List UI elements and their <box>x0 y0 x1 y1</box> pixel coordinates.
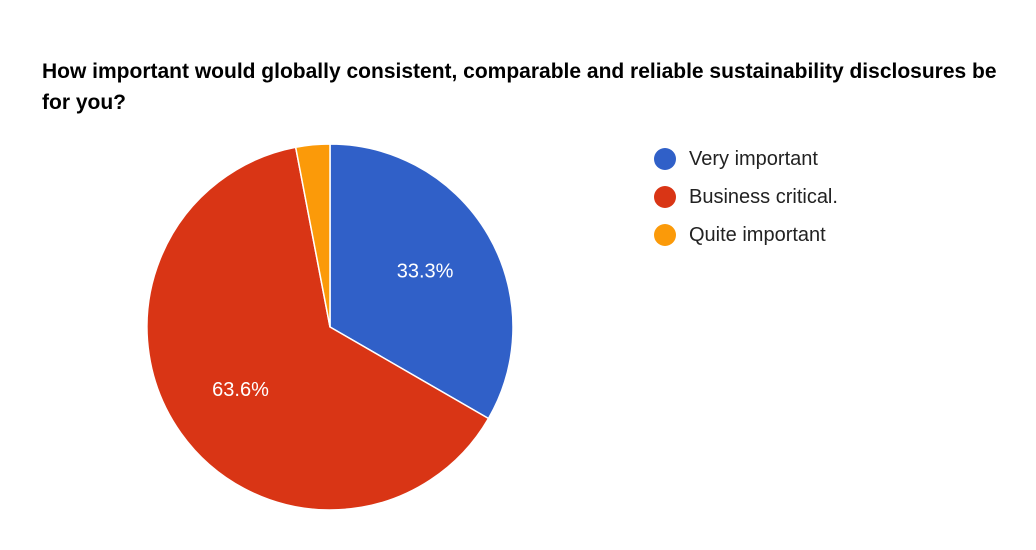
pie-slice-very-important[interactable] <box>329 143 514 420</box>
legend-item-business-critical[interactable]: Business critical. <box>654 178 838 216</box>
legend-swatch-very-important <box>654 148 676 170</box>
legend-swatch-quite-important <box>654 224 676 246</box>
legend-label: Quite important <box>689 223 826 246</box>
data-label-very-important: 33.3% <box>397 260 454 282</box>
legend: Very important Business critical. Quite … <box>654 140 838 254</box>
data-label-business-critical: 63.6% <box>212 379 269 401</box>
chart-title: How important would globally consistent,… <box>42 60 997 114</box>
legend-label: Very important <box>689 147 818 170</box>
legend-label: Business critical. <box>689 185 838 208</box>
legend-swatch-business-critical <box>654 186 676 208</box>
pie-slice-quite-important[interactable] <box>294 143 331 328</box>
legend-item-very-important[interactable]: Very important <box>654 140 838 178</box>
pie-slice-business-critical[interactable] <box>146 146 490 511</box>
legend-item-quite-important[interactable]: Quite important <box>654 216 838 254</box>
